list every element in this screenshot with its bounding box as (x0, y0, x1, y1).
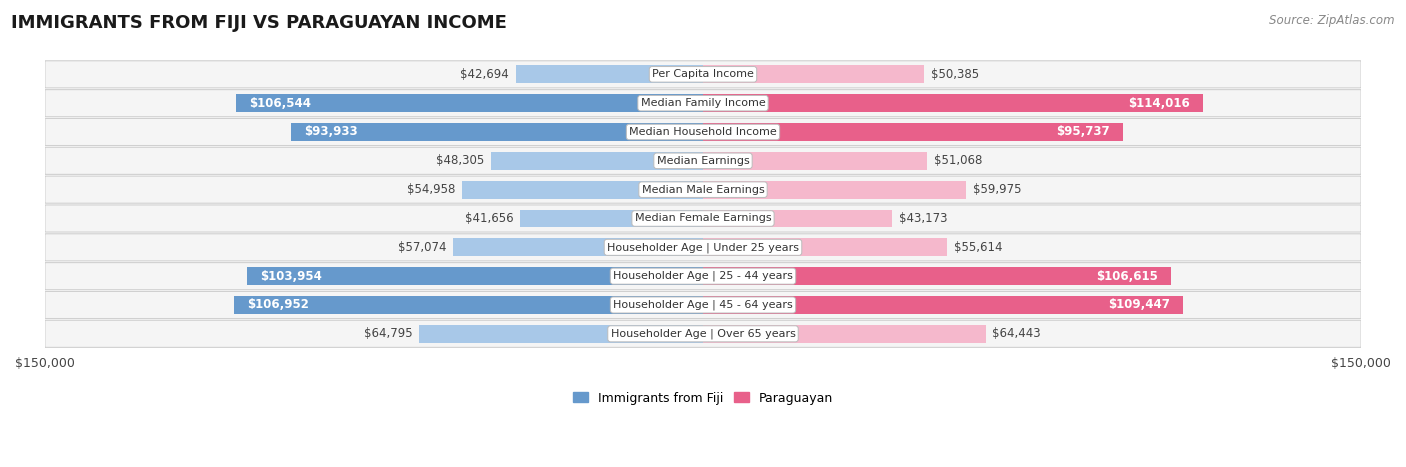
Bar (703, 94, 1204, 112)
Bar (291, 123, 703, 141)
FancyBboxPatch shape (45, 262, 1361, 290)
Text: $103,954: $103,954 (260, 269, 322, 283)
Bar (236, 94, 703, 112)
Text: $59,975: $59,975 (973, 183, 1021, 196)
Text: IMMIGRANTS FROM FIJI VS PARAGUAYAN INCOME: IMMIGRANTS FROM FIJI VS PARAGUAYAN INCOM… (11, 14, 508, 32)
Text: $106,544: $106,544 (249, 97, 311, 110)
FancyBboxPatch shape (45, 205, 1361, 232)
Bar (703, 181, 966, 198)
Bar (703, 65, 924, 83)
FancyBboxPatch shape (45, 320, 1361, 347)
Bar (233, 296, 703, 314)
Text: Source: ZipAtlas.com: Source: ZipAtlas.com (1270, 14, 1395, 27)
Bar (463, 181, 703, 198)
Bar (703, 210, 893, 227)
Bar (419, 325, 703, 343)
Text: $93,933: $93,933 (304, 126, 357, 139)
FancyBboxPatch shape (45, 147, 1361, 174)
Text: $55,614: $55,614 (953, 241, 1002, 254)
Text: $48,305: $48,305 (436, 154, 485, 167)
Text: $106,952: $106,952 (247, 298, 309, 311)
FancyBboxPatch shape (45, 176, 1361, 203)
Legend: Immigrants from Fiji, Paraguayan: Immigrants from Fiji, Paraguayan (568, 387, 838, 410)
Text: $95,737: $95,737 (1056, 126, 1109, 139)
Text: $109,447: $109,447 (1108, 298, 1170, 311)
Text: Median Female Earnings: Median Female Earnings (634, 213, 772, 224)
Text: Median Male Earnings: Median Male Earnings (641, 184, 765, 195)
Bar (703, 267, 1171, 285)
FancyBboxPatch shape (45, 90, 1361, 117)
Text: $57,074: $57,074 (398, 241, 446, 254)
FancyBboxPatch shape (45, 61, 1361, 88)
Bar (703, 296, 1184, 314)
Text: $54,958: $54,958 (406, 183, 456, 196)
Text: Householder Age | Over 65 years: Householder Age | Over 65 years (610, 329, 796, 339)
Text: $50,385: $50,385 (931, 68, 979, 81)
Text: Median Family Income: Median Family Income (641, 98, 765, 108)
Bar (516, 65, 703, 83)
Text: $51,068: $51,068 (934, 154, 981, 167)
Text: $43,173: $43,173 (898, 212, 948, 225)
Text: $41,656: $41,656 (465, 212, 513, 225)
Bar (703, 325, 986, 343)
Text: Householder Age | Under 25 years: Householder Age | Under 25 years (607, 242, 799, 253)
Text: $114,016: $114,016 (1128, 97, 1189, 110)
Text: $64,443: $64,443 (993, 327, 1040, 340)
Bar (520, 210, 703, 227)
FancyBboxPatch shape (45, 291, 1361, 318)
Text: Median Earnings: Median Earnings (657, 156, 749, 166)
Text: Householder Age | 45 - 64 years: Householder Age | 45 - 64 years (613, 300, 793, 310)
Bar (453, 238, 703, 256)
Text: Householder Age | 25 - 44 years: Householder Age | 25 - 44 years (613, 271, 793, 282)
Bar (703, 152, 927, 170)
Text: Per Capita Income: Per Capita Income (652, 69, 754, 79)
Text: $64,795: $64,795 (364, 327, 412, 340)
FancyBboxPatch shape (45, 119, 1361, 146)
Bar (703, 123, 1123, 141)
Text: Median Household Income: Median Household Income (628, 127, 778, 137)
FancyBboxPatch shape (45, 234, 1361, 261)
Text: $42,694: $42,694 (460, 68, 509, 81)
Bar (491, 152, 703, 170)
Text: $106,615: $106,615 (1095, 269, 1157, 283)
Bar (247, 267, 703, 285)
Bar (703, 238, 948, 256)
